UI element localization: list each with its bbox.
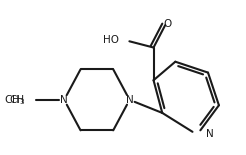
Text: HO: HO (103, 35, 119, 45)
Text: N: N (60, 95, 68, 105)
Text: N: N (126, 95, 133, 105)
Text: O: O (164, 19, 172, 29)
Text: N: N (206, 129, 214, 139)
Text: CH$_3$: CH$_3$ (4, 93, 25, 107)
Text: CH: CH (10, 95, 25, 105)
